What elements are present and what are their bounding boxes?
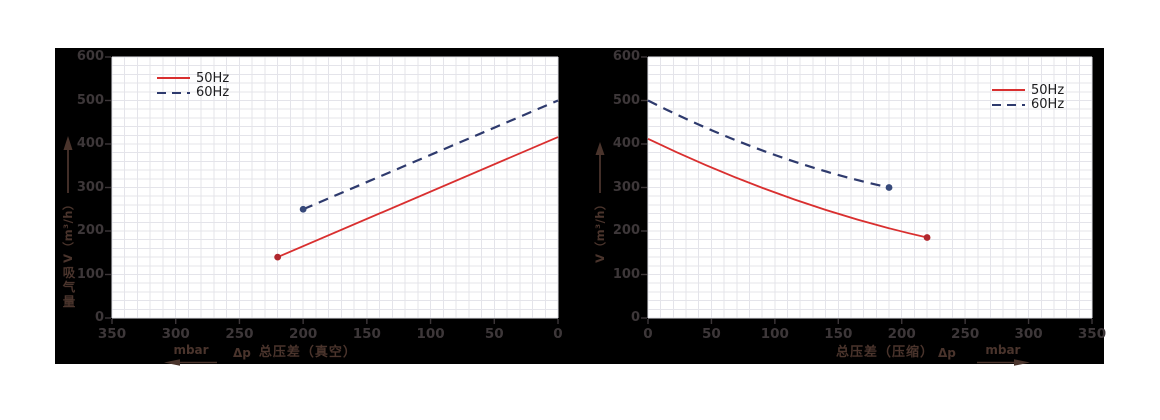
vacuum-chart-plot (105, 56, 559, 324)
x-axis-unit: mbar (985, 343, 1021, 357)
x-axis-name: 总压差（真空） (258, 345, 357, 360)
y-tick-label: 400 (612, 136, 640, 151)
x-tick-label: 50 (484, 326, 504, 342)
left-arrow-icon (164, 359, 217, 366)
x-axis-unit-block: mbar (164, 344, 218, 366)
x-axis-name: 总压差（压缩） (836, 345, 935, 360)
delta-p-symbol: Δp (938, 346, 956, 360)
legend-item-60hz: 60Hz (157, 86, 229, 101)
x-axis-name-block: Δp 总压差（真空） (233, 344, 357, 361)
legend-compression: 50Hz 60Hz (992, 83, 1064, 112)
y-tick-label: 600 (612, 49, 640, 64)
x-axis-name-block: 总压差（压缩） Δp (836, 344, 956, 361)
y-tick-label: 600 (76, 49, 104, 64)
x-tick-label: 0 (643, 326, 653, 342)
x-axis-label-compression: 总压差（压缩） Δp mbar (836, 344, 1030, 366)
y-axis-label-vacuum: V（m³/h） 吸气量 (55, 136, 81, 309)
x-tick-label: 300 (161, 326, 190, 342)
x-tick-label: 300 (1014, 326, 1043, 342)
y-axis-label-compression: V（m³/h） (587, 142, 613, 263)
up-arrow-icon (595, 142, 605, 193)
x-tick-label: 0 (553, 326, 563, 342)
x-axis-unit-block: mbar (976, 344, 1030, 366)
y-tick-label: 200 (76, 223, 104, 238)
legend-label: 50Hz (1031, 82, 1065, 98)
delta-p-symbol: Δp (233, 346, 251, 360)
legend-item-50hz: 50Hz (157, 71, 229, 86)
y-tick-label: 100 (76, 266, 104, 282)
y-tick-label: 0 (630, 310, 640, 325)
right-arrow-icon (976, 359, 1030, 366)
x-tick-label: 100 (416, 326, 445, 342)
y-tick-label: 100 (612, 266, 640, 282)
legend-vacuum: 50Hz 60Hz (157, 71, 229, 100)
x-tick-label: 250 (225, 326, 254, 342)
x-tick-label: 50 (702, 326, 721, 342)
legend-label: 60Hz (1031, 97, 1065, 113)
legend-label: 60Hz (196, 85, 230, 101)
y-tick-label: 300 (612, 179, 640, 195)
legend-line-sample-50hz (992, 89, 1025, 92)
legend-label: 50Hz (196, 70, 230, 86)
y-axis-name-label: 吸气量 (60, 265, 76, 310)
legend-item-60hz: 60Hz (992, 98, 1064, 113)
y-tick-label: 300 (76, 179, 104, 195)
x-tick-label: 350 (1077, 326, 1107, 342)
y-tick-label: 0 (94, 310, 104, 325)
compression-chart-plot (641, 56, 1093, 324)
x-tick-label: 200 (289, 326, 318, 342)
x-tick-label: 100 (760, 326, 789, 342)
x-tick-label: 250 (951, 326, 980, 342)
x-tick-label: 150 (352, 326, 381, 342)
x-axis-unit: mbar (173, 343, 209, 357)
y-tick-label: 400 (76, 136, 104, 151)
x-axis-label-vacuum: mbar Δp 总压差（真空） (164, 344, 357, 366)
legend-line-sample-60hz (992, 103, 1025, 106)
up-arrow-icon (63, 136, 73, 193)
legend-line-sample-60hz (157, 91, 190, 94)
x-tick-label: 350 (97, 326, 127, 342)
y-tick-label: 500 (612, 92, 640, 108)
y-tick-label: 500 (76, 92, 104, 108)
y-tick-label: 200 (612, 223, 640, 238)
x-tick-label: 150 (824, 326, 853, 342)
legend-item-50hz: 50Hz (992, 83, 1064, 98)
x-tick-label: 200 (887, 326, 916, 342)
legend-line-sample-50hz (157, 77, 190, 80)
